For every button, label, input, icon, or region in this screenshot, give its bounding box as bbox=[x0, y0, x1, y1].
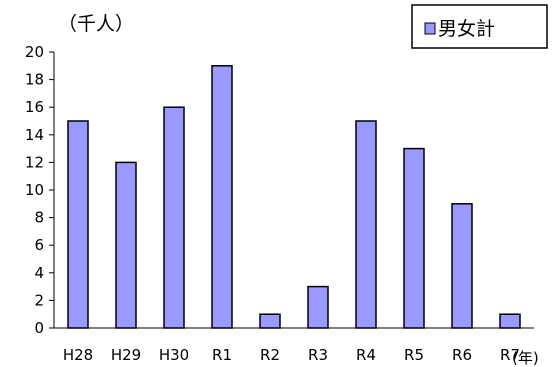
bar-R6 bbox=[451, 203, 473, 329]
legend-swatch bbox=[424, 22, 436, 35]
x-tick-label: R3 bbox=[308, 346, 328, 364]
bar-R2 bbox=[259, 313, 281, 329]
y-tick-label: 8 bbox=[34, 209, 44, 227]
bar-R5 bbox=[403, 147, 425, 329]
y-tick-label: 14 bbox=[25, 126, 44, 144]
legend: 男女計 bbox=[411, 4, 548, 49]
y-tick-label: 18 bbox=[25, 71, 44, 89]
x-tick-label: H28 bbox=[63, 346, 93, 364]
x-tick-label: R1 bbox=[212, 346, 232, 364]
y-tick-label: 20 bbox=[25, 43, 44, 61]
bar-R7 bbox=[499, 313, 521, 329]
y-tick-label: 2 bbox=[34, 291, 44, 309]
x-tick-label: R6 bbox=[452, 346, 472, 364]
y-tick-label: 6 bbox=[34, 236, 44, 254]
y-tick-label: 12 bbox=[25, 153, 44, 171]
y-axis-ticks: 0 2 4 6 8 10 12 14 16 18 20 bbox=[25, 43, 54, 337]
y-tick-label: 16 bbox=[25, 98, 44, 116]
bar-H29 bbox=[115, 161, 137, 329]
y-tick-label: 4 bbox=[34, 264, 44, 282]
x-tick-label: R7 bbox=[500, 346, 520, 364]
x-unit-label: (年) bbox=[512, 349, 539, 367]
bar-R4 bbox=[355, 120, 377, 329]
bar-H28 bbox=[67, 120, 89, 329]
x-tick-label: R5 bbox=[404, 346, 424, 364]
legend-label: 男女計 bbox=[438, 18, 495, 40]
y-tick-label: 0 bbox=[34, 319, 44, 337]
x-tick-label: R2 bbox=[260, 346, 280, 364]
y-unit-label: （千人） bbox=[58, 13, 134, 35]
bar-H30 bbox=[163, 106, 185, 329]
x-tick-label: H30 bbox=[159, 346, 189, 364]
bars bbox=[67, 65, 521, 329]
x-axis-ticks: H28 H29 H30 R1 R2 R3 R4 R5 R6 R7 bbox=[63, 346, 520, 364]
bar-R3 bbox=[307, 285, 329, 329]
x-tick-label: H29 bbox=[111, 346, 141, 364]
bar-R1 bbox=[211, 65, 233, 329]
x-tick-label: R4 bbox=[356, 346, 376, 364]
y-tick-label: 10 bbox=[25, 181, 44, 199]
